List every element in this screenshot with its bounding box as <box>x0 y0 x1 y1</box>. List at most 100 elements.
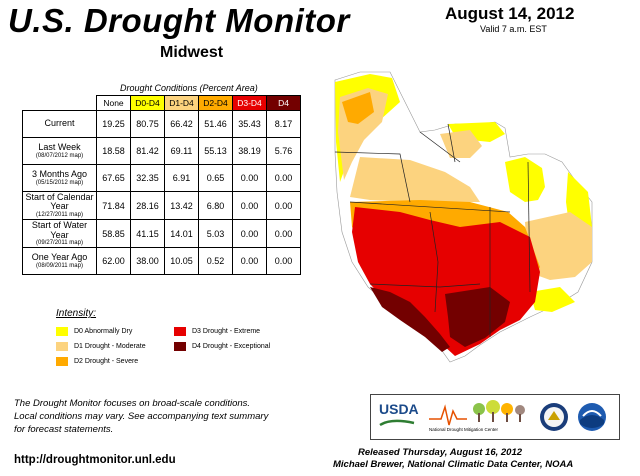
region-d0 <box>505 157 545 202</box>
release-date: Released Thursday, August 16, 2012 <box>358 447 523 458</box>
table-cell: 81.42 <box>130 137 165 165</box>
legend-item-d4: D4 Drought - Exceptional <box>174 342 270 351</box>
table-cell: 38.00 <box>130 247 165 276</box>
usda-logo-text: USDA <box>379 401 419 417</box>
table-cell: 58.85 <box>96 219 131 249</box>
legend-label: D2 Drought - Severe <box>74 358 139 365</box>
table-row: Last Week (08/07/2012 map) 18.58 81.42 69.11… <box>22 137 301 165</box>
row-label-text: Start of Water Year <box>31 220 88 240</box>
legend-label: D0 Abnormally Dry <box>74 328 133 335</box>
legend-swatch <box>56 327 68 336</box>
legend-swatch <box>174 327 186 336</box>
state-line <box>369 283 481 288</box>
table-cell: 10.05 <box>164 247 199 276</box>
region-d1 <box>525 212 592 280</box>
map-date: August 14, 2012 <box>445 4 575 23</box>
agency-logos: USDA National Drought Mitigation Center <box>370 394 620 440</box>
region-subtitle: Midwest <box>160 44 224 61</box>
legend-swatch <box>56 357 68 366</box>
row-label: Last Week (08/07/2012 map) <box>22 137 97 165</box>
table-cell: 13.42 <box>164 190 199 221</box>
column-header: D4 <box>266 95 301 111</box>
author-credit: Michael Brewer, National Climatic Data C… <box>333 459 574 470</box>
row-label-date: (08/07/2012 map) <box>35 152 84 159</box>
column-header: None <box>96 95 131 111</box>
state-boundaries <box>334 123 531 337</box>
table-row: 3 Months Ago (05/15/2012 map) 67.65 32.35 6.… <box>22 164 301 192</box>
row-label: 3 Months Ago (05/15/2012 map) <box>22 164 97 192</box>
state-line <box>349 201 511 213</box>
table-cell: 55.13 <box>198 137 233 165</box>
table-cell: 67.65 <box>96 164 131 192</box>
usda-swoosh-icon <box>379 419 415 427</box>
table-cell: 8.17 <box>266 110 301 138</box>
note-line: for forecast statements. <box>14 424 114 435</box>
row-label-text: 3 Months Ago <box>31 169 88 180</box>
table-cell: 0.00 <box>266 164 301 192</box>
table-cell: 0.00 <box>232 247 267 276</box>
column-header: D2-D4 <box>198 95 233 111</box>
drought-map <box>334 71 593 363</box>
valid-time: Valid 7 a.m. EST <box>480 24 547 34</box>
table-cell: 80.75 <box>130 110 165 138</box>
table-row: Start of Water Year (09/27/2011 map) 58.85… <box>22 219 301 249</box>
table-cell: 18.58 <box>96 137 131 165</box>
row-label-text: Current <box>44 118 75 129</box>
row-label: Start of Calendar Year (12/27/2011 map) <box>22 190 97 221</box>
ndmc-logo-text: National Drought Mitigation Center <box>429 427 499 432</box>
column-header: D3-D4 <box>232 95 267 111</box>
row-label-text: Last Week <box>38 142 81 153</box>
note-line: Local conditions may vary. See accompany… <box>14 411 269 422</box>
row-label-date: (09/27/2011 map) <box>36 240 83 247</box>
table-cell: 6.80 <box>198 190 233 221</box>
disclaimer-note: The Drought Monitor focuses on broad-sca… <box>14 397 314 436</box>
legend-label: D3 Drought - Extreme <box>192 328 261 335</box>
table-cell: 0.00 <box>266 219 301 249</box>
table-cell: 32.35 <box>130 164 165 192</box>
table-caption: Drought Conditions (Percent Area) <box>120 83 258 93</box>
table-cell: 41.15 <box>130 219 165 249</box>
table-cell: 14.01 <box>164 219 199 249</box>
row-label-date: (12/27/2011 map) <box>36 211 83 218</box>
table-cell: 5.03 <box>198 219 233 249</box>
table-cell: 38.19 <box>232 137 267 165</box>
noaa-logo-icon <box>578 403 606 431</box>
table-cell: 6.91 <box>164 164 199 192</box>
table-row: One Year Ago (08/09/2011 map) 62.00 38.00 10… <box>22 247 301 276</box>
table-cell: 66.42 <box>164 110 199 138</box>
state-line <box>447 123 456 163</box>
table-corner <box>23 96 97 111</box>
legend-item-d1: D1 Drought - Moderate <box>56 342 146 351</box>
table-cell: 62.00 <box>96 247 131 276</box>
region-d1 <box>350 157 480 202</box>
legend-title: Intensity: <box>56 308 97 319</box>
table-cell: 0.00 <box>266 190 301 221</box>
page-title: U.S. Drought Monitor <box>8 2 350 39</box>
legend-item-d0: D0 Abnormally Dry <box>56 327 132 336</box>
legend-swatch <box>56 342 68 351</box>
drought-conditions-table: None D0-D4 D1-D4 D2-D4 D3-D4 D4 Current 1… <box>22 95 301 276</box>
table-cell: 0.00 <box>232 219 267 249</box>
table-cell: 5.76 <box>266 137 301 165</box>
table-cell: 0.65 <box>198 164 233 192</box>
row-label: Current <box>22 110 97 138</box>
source-url[interactable]: http://droughtmonitor.unl.edu <box>14 454 176 466</box>
state-line <box>419 131 461 163</box>
table-cell: 19.25 <box>96 110 131 138</box>
legend-swatch <box>174 342 186 351</box>
state-line <box>429 211 439 313</box>
state-line <box>334 151 411 203</box>
legend-item-d2: D2 Drought - Severe <box>56 357 138 366</box>
legend-label: D1 Drought - Moderate <box>74 343 146 350</box>
table-row: Start of Calendar Year (12/27/2011 map) 71… <box>22 190 301 221</box>
row-label-text: One Year Ago <box>31 252 88 263</box>
note-line: The Drought Monitor focuses on broad-sca… <box>14 398 251 409</box>
legend-label: D4 Drought - Exceptional <box>192 343 271 350</box>
table-cell: 0.52 <box>198 247 233 276</box>
state-line <box>527 161 531 293</box>
commerce-seal-icon <box>540 403 568 431</box>
region-d3 <box>352 207 540 356</box>
ndmc-logo-icon <box>429 400 525 426</box>
row-label-date: (05/15/2012 map) <box>35 179 84 186</box>
table-cell: 71.84 <box>96 190 131 221</box>
